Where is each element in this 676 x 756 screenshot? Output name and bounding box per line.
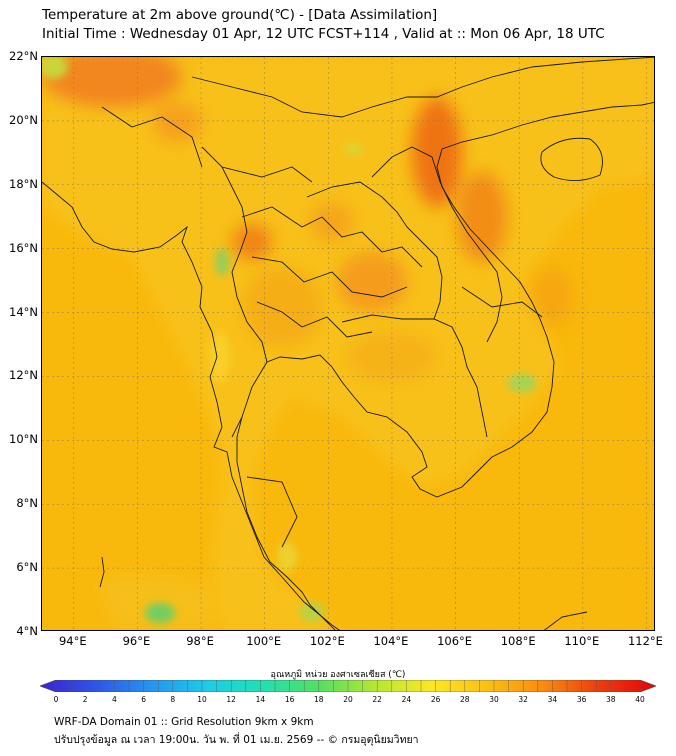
chart-subtitle: Initial Time : Wednesday 01 Apr, 12 UTC … <box>42 26 605 42</box>
longitude-tick-label: 108°E <box>500 634 536 648</box>
colorbar-tick-label: 14 <box>255 695 266 704</box>
colorbar-tick-label: 12 <box>226 695 236 704</box>
colorbar-tick-label: 26 <box>430 695 441 704</box>
latitude-tick-label: 10°N <box>9 432 38 447</box>
colorbar-tick-label: 0 <box>53 695 59 704</box>
laos-thai-border <box>306 181 443 320</box>
longitude-tick-label: 106°E <box>437 634 473 648</box>
latitude-tick-label: 18°N <box>9 176 38 191</box>
longitude-tick-label: 100°E <box>246 634 282 648</box>
colorbar-tick-label: 8 <box>170 695 176 704</box>
latitude-tick-label: 16°N <box>9 240 38 255</box>
longitude-tick-label: 104°E <box>373 634 409 648</box>
colorbar-tick-label: 6 <box>141 695 146 704</box>
longitude-tick-label: 96°E <box>122 634 151 648</box>
colorbar <box>40 680 656 692</box>
laos-vietnam-border <box>371 146 503 343</box>
map-canvas <box>42 57 654 630</box>
warm-regions <box>42 57 572 382</box>
boundaries <box>42 57 654 630</box>
longitude-tick-label: 94°E <box>58 634 87 648</box>
province-lines-7 <box>461 286 543 318</box>
latitude-tick-label: 14°N <box>9 304 38 319</box>
borneo-coast <box>543 611 588 630</box>
colorbar-tick-label: 18 <box>314 695 324 704</box>
colorbar-tick-label: 32 <box>518 695 528 704</box>
colorbar-tick-label: 34 <box>547 695 558 704</box>
thai-myanmar-border <box>221 166 268 438</box>
colorbar-tick-label: 38 <box>606 695 616 704</box>
colorbar-tick-label: 2 <box>82 695 88 704</box>
colorbar-tick-label: 24 <box>401 695 412 704</box>
longitude-tick-label: 112°E <box>627 634 663 648</box>
myanmar-coastline <box>42 181 340 630</box>
gulf-coastline <box>266 354 493 498</box>
colorbar-tick-label: 16 <box>284 695 295 704</box>
malay-peninsula <box>236 416 336 630</box>
province-lines-1 <box>241 206 423 268</box>
latitude-tick-label: 20°N <box>9 112 38 127</box>
colorbar-tick-label: 36 <box>576 695 587 704</box>
graticule <box>42 57 654 630</box>
latitude-tick-label: 12°N <box>9 368 38 383</box>
colorbar-tick-label: 30 <box>489 695 499 704</box>
province-lines-2 <box>251 256 408 298</box>
china-border <box>191 57 654 118</box>
temperature-map[interactable] <box>41 56 655 631</box>
footer-update-info: ปรับปรุงข้อมูล ณ เวลา 19:00น. วัน พ. ที่… <box>54 734 419 746</box>
footer-model-info: WRF-DA Domain 01 :: Grid Resolution 9km … <box>54 716 314 728</box>
chart-title: Temperature at 2m above ground(℃) - [Dat… <box>42 7 438 23</box>
colorbar-tick-label: 40 <box>635 695 645 704</box>
province-lines-6 <box>246 476 298 548</box>
colorbar-title: อุณหภูมิ หน่วย องศาเซลเซียส (℃) <box>270 670 406 680</box>
province-lines-3 <box>256 301 373 338</box>
province-lines-4 <box>201 146 313 183</box>
colorbar-tick-label: 28 <box>460 695 470 704</box>
andaman-islands <box>99 556 105 588</box>
latitude-tick-label: 8°N <box>16 496 38 511</box>
longitude-tick-label: 102°E <box>309 634 345 648</box>
hainan-coastline <box>540 137 603 181</box>
colorbar-tick-label: 22 <box>372 695 382 704</box>
colorbar-tick-label: 20 <box>343 695 353 704</box>
longitude-tick-label: 110°E <box>564 634 600 648</box>
longitude-tick-label: 98°E <box>186 634 214 648</box>
latitude-tick-label: 6°N <box>16 560 38 575</box>
latitude-tick-label: 22°N <box>9 49 38 63</box>
vietnam-coastline <box>436 101 654 458</box>
colorbar-tick-label: 4 <box>112 695 117 704</box>
cambodia-border <box>341 314 488 438</box>
latitude-tick-label: 4°N <box>16 624 38 638</box>
province-lines-5 <box>101 106 203 168</box>
cool-regions <box>42 57 536 623</box>
colorbar-tick-label: 10 <box>197 695 207 704</box>
